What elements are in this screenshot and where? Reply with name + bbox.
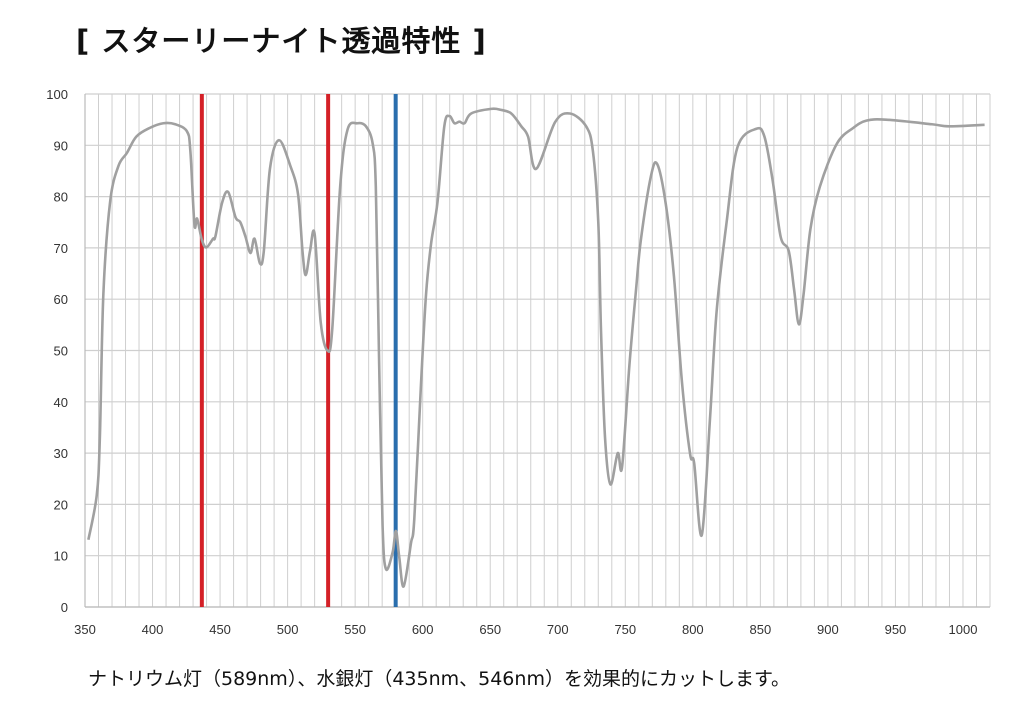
y-tick-label: 0 (61, 600, 68, 615)
x-tick-label: 750 (614, 622, 636, 637)
chart-title: [ スターリーナイト透過特性 ] (76, 24, 487, 58)
x-tick-label: 350 (74, 622, 96, 637)
y-tick-label: 100 (46, 87, 68, 102)
x-tick-label: 1000 (949, 622, 978, 637)
y-tick-label: 90 (54, 138, 68, 153)
x-tick-label: 950 (885, 622, 907, 637)
x-tick-label: 900 (817, 622, 839, 637)
x-tick-label: 700 (547, 622, 569, 637)
x-tick-label: 400 (142, 622, 164, 637)
grid (84, 93, 991, 608)
x-tick-label: 450 (209, 622, 231, 637)
x-tick-label: 500 (277, 622, 299, 637)
y-tick-label: 20 (54, 497, 68, 512)
x-tick-label: 550 (344, 622, 366, 637)
y-tick-label: 30 (54, 446, 68, 461)
x-tick-label: 800 (682, 622, 704, 637)
y-tick-label: 70 (54, 241, 68, 256)
x-axis-ticks: 350 400 450 500 550 600 650 700 750 800 850 900 950 1… (74, 622, 977, 637)
y-tick-label: 60 (54, 292, 68, 307)
y-tick-label: 50 (54, 344, 68, 359)
y-axis-ticks: 0 10 20 30 40 50 60 70 80 90 100 (46, 87, 68, 615)
x-tick-label: 850 (750, 622, 772, 637)
series-line-transmittance (87, 107, 985, 588)
y-tick-label: 40 (54, 395, 68, 410)
chart-caption: ナトリウム灯（589nm）、水銀灯（435nm、546nm）を効果的にカットしま… (88, 668, 791, 690)
series (87, 107, 985, 588)
y-tick-label: 80 (54, 190, 68, 205)
y-tick-label: 10 (54, 549, 68, 564)
x-tick-label: 600 (412, 622, 434, 637)
x-tick-label: 650 (479, 622, 501, 637)
